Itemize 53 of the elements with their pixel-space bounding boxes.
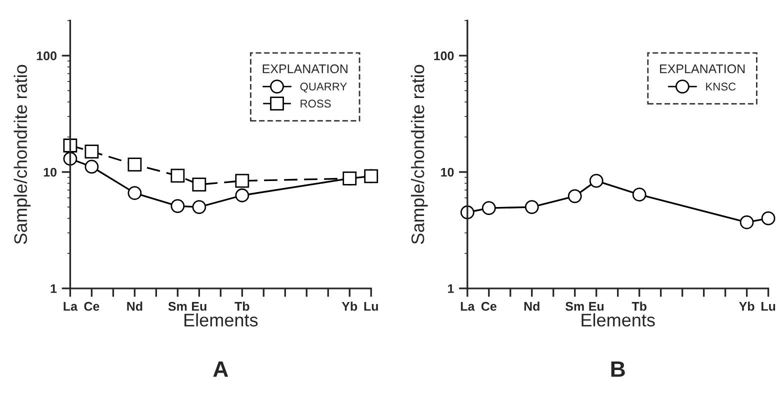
legend-label: ROSS <box>300 100 331 108</box>
point <box>84 160 99 174</box>
x-tick-label: Sm <box>565 302 584 311</box>
x-tick-label: Yb <box>739 302 754 311</box>
point <box>170 199 185 213</box>
y-tick-label: 1 <box>448 284 454 293</box>
point <box>761 211 776 226</box>
point <box>568 189 582 204</box>
x-tick-label: Ce <box>84 302 100 311</box>
x-tick-label: La <box>460 302 475 311</box>
x-tick-label: Nd <box>524 302 540 311</box>
x-tick-label: Ce <box>481 302 496 311</box>
legend-title: EXPLANATION <box>660 64 745 74</box>
point <box>524 200 539 214</box>
x-axis-title: Elements <box>582 313 655 327</box>
point <box>84 144 99 158</box>
x-tick-label: Sm <box>168 302 187 311</box>
y-axis-title: Sample/chondrite ratio <box>410 64 428 244</box>
x-tick-label: Tb <box>234 302 250 311</box>
x-tick-label: Nd <box>127 302 142 311</box>
x-tick-label: Lu <box>364 302 378 311</box>
y-tick-label: 10 <box>441 168 454 177</box>
y-axis-title: Sample/chondrite ratio <box>14 64 31 244</box>
point <box>235 174 250 188</box>
text: B <box>611 362 625 377</box>
point <box>128 186 142 200</box>
point <box>342 172 357 186</box>
point <box>170 168 185 183</box>
y-tick-label: 100 <box>434 51 454 60</box>
x-tick-label: Eu <box>192 302 206 311</box>
point <box>192 178 206 192</box>
legend-label: KNSC <box>706 82 736 91</box>
x-axis-title: Elements <box>184 313 258 327</box>
text: A <box>213 362 228 377</box>
x-tick-label: La <box>64 302 78 311</box>
point <box>589 174 604 188</box>
point <box>192 200 206 214</box>
x-tick-label: Yb <box>342 302 358 311</box>
point <box>632 188 646 202</box>
x-tick-label: Tb <box>632 302 646 311</box>
point <box>460 205 474 220</box>
x-tick-label: Lu <box>762 302 776 311</box>
y-tick-label: 10 <box>44 168 56 177</box>
point <box>740 215 754 230</box>
legend-label: QUARRY <box>300 82 347 93</box>
point <box>128 158 142 172</box>
point <box>235 188 250 202</box>
point <box>482 201 496 216</box>
x-tick-label: Eu <box>589 302 604 311</box>
y-tick-label: 1 <box>50 284 57 293</box>
point <box>364 169 378 184</box>
legend-title: EXPLANATION <box>262 64 348 74</box>
y-tick-label: 100 <box>36 51 56 60</box>
